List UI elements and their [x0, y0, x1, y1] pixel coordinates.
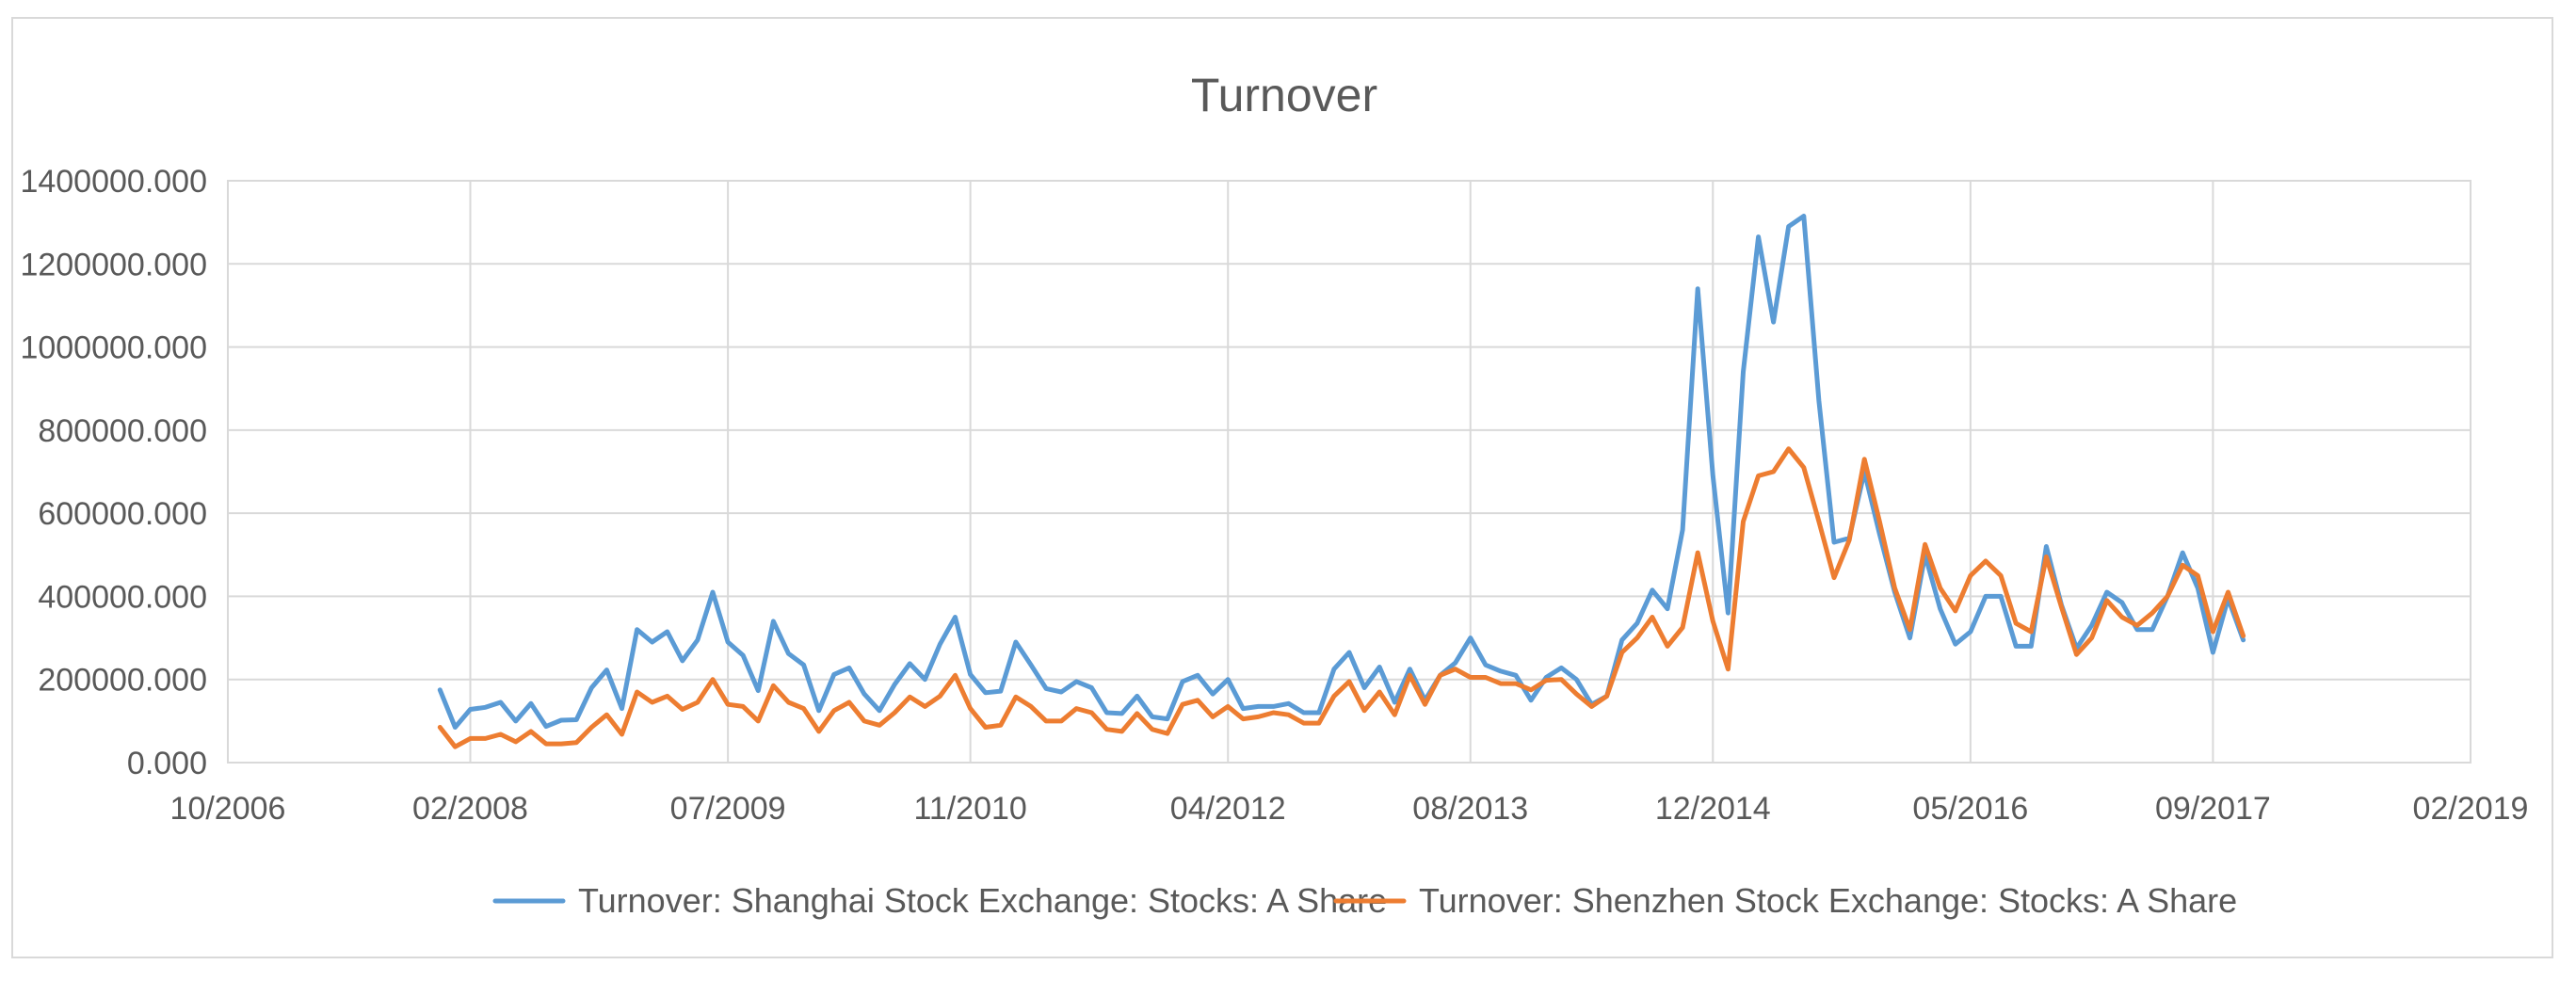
x-tick-label: 02/2008	[412, 791, 528, 827]
turnover-line-chart: Turnover 0.000 200000.000 400000.000 600000…	[20, 69, 2529, 920]
legend-entry-shenzhen: Turnover: Shenzhen Stock Exchange: Stock…	[1333, 881, 2237, 920]
legend: Turnover: Shanghai Stock Exchange: Stock…	[492, 881, 2237, 920]
x-tick-label: 12/2014	[1655, 791, 1771, 827]
y-axis-tick-labels: 0.000 200000.000 400000.000 600000.000 80000…	[20, 164, 207, 781]
legend-label: Turnover: Shenzhen Stock Exchange: Stock…	[1419, 881, 2237, 920]
x-axis-tick-labels: 10/2006 02/2008 07/2009 11/2010 04/2012 08/20…	[170, 791, 2529, 827]
x-tick-label: 08/2013	[1412, 791, 1528, 827]
x-tick-label: 04/2012	[1170, 791, 1286, 827]
series-line-shenzhen	[437, 446, 2246, 749]
y-tick-label: 1400000.000	[20, 164, 207, 200]
y-tick-label: 1000000.000	[20, 330, 207, 366]
x-tick-label: 07/2009	[670, 791, 786, 827]
gridlines	[227, 180, 2471, 764]
x-tick-label: 02/2019	[2413, 791, 2529, 827]
series-lines	[437, 214, 2246, 749]
y-tick-label: 600000.000	[38, 496, 207, 532]
y-tick-label: 1200000.000	[20, 247, 207, 282]
y-tick-label: 400000.000	[38, 579, 207, 615]
legend-entry-shanghai: Turnover: Shanghai Stock Exchange: Stock…	[492, 881, 1387, 920]
x-tick-label: 11/2010	[913, 791, 1026, 827]
y-tick-label: 200000.000	[38, 663, 207, 699]
plot-area-border	[227, 180, 2471, 764]
legend-label: Turnover: Shanghai Stock Exchange: Stock…	[578, 881, 1387, 920]
chart-frame: Turnover 0.000 200000.000 400000.000 600000…	[11, 17, 2553, 958]
x-tick-label: 10/2006	[170, 791, 286, 827]
y-tick-label: 0.000	[127, 746, 207, 781]
chart-title: Turnover	[1191, 69, 1377, 121]
x-tick-label: 09/2017	[2155, 791, 2271, 827]
x-tick-label: 05/2016	[1912, 791, 2028, 827]
series-line-shanghai	[437, 214, 2246, 730]
y-tick-label: 800000.000	[38, 413, 207, 449]
